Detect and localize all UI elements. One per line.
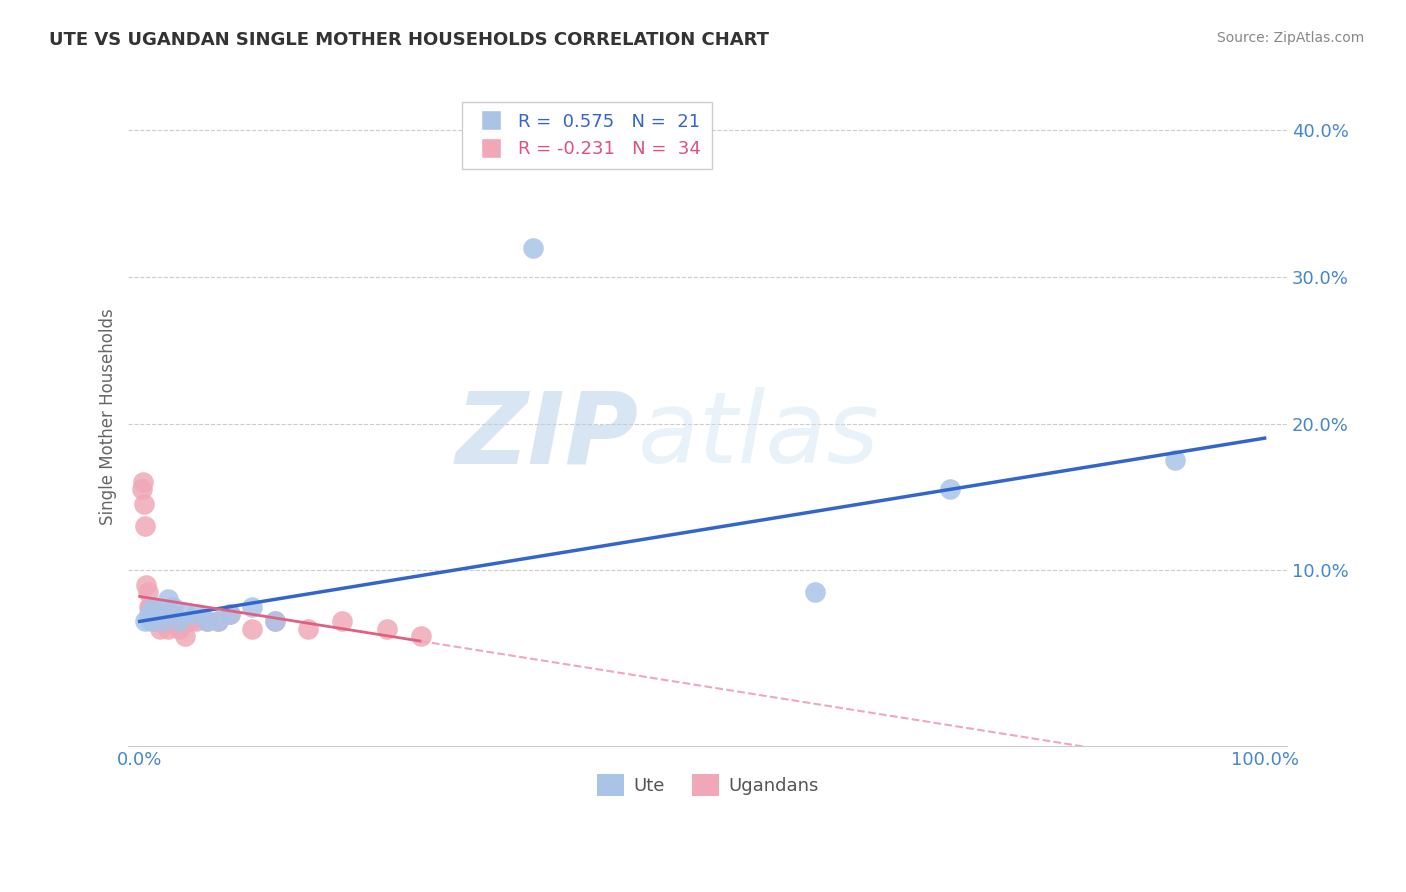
- Point: [146, 615, 169, 629]
- Point: [134, 615, 156, 629]
- Point: [263, 615, 285, 629]
- Point: [207, 615, 229, 629]
- Point: [184, 607, 207, 621]
- Point: [160, 607, 183, 621]
- Point: [145, 615, 167, 629]
- Point: [134, 497, 156, 511]
- Point: [139, 607, 162, 621]
- Point: [136, 585, 159, 599]
- Point: [938, 483, 960, 497]
- Point: [263, 615, 285, 629]
- Point: [149, 607, 172, 621]
- Point: [162, 599, 184, 614]
- Point: [138, 607, 160, 621]
- Text: atlas: atlas: [638, 387, 880, 484]
- Point: [179, 615, 201, 629]
- Point: [330, 615, 353, 629]
- Point: [803, 585, 825, 599]
- Point: [156, 622, 179, 636]
- Point: [173, 607, 195, 621]
- Point: [134, 519, 156, 533]
- Point: [150, 615, 173, 629]
- Point: [195, 615, 218, 629]
- Y-axis label: Single Mother Households: Single Mother Households: [100, 308, 117, 524]
- Point: [173, 629, 195, 643]
- Point: [409, 629, 432, 643]
- Text: UTE VS UGANDAN SINGLE MOTHER HOUSEHOLDS CORRELATION CHART: UTE VS UGANDAN SINGLE MOTHER HOUSEHOLDS …: [49, 31, 769, 49]
- Point: [145, 607, 167, 621]
- Point: [297, 622, 319, 636]
- Point: [207, 615, 229, 629]
- Point: [131, 483, 153, 497]
- Point: [218, 607, 240, 621]
- Point: [156, 592, 179, 607]
- Point: [184, 615, 207, 629]
- Point: [139, 599, 162, 614]
- Point: [240, 622, 263, 636]
- Point: [138, 599, 160, 614]
- Point: [149, 622, 172, 636]
- Point: [522, 241, 544, 255]
- Point: [135, 578, 157, 592]
- Point: [1163, 453, 1185, 467]
- Point: [167, 622, 190, 636]
- Point: [162, 615, 184, 629]
- Legend: Ute, Ugandans: Ute, Ugandans: [591, 766, 825, 803]
- Text: ZIP: ZIP: [456, 387, 638, 484]
- Point: [167, 615, 190, 629]
- Point: [142, 599, 165, 614]
- Point: [142, 615, 165, 629]
- Point: [139, 615, 162, 629]
- Point: [240, 599, 263, 614]
- Point: [132, 475, 155, 490]
- Point: [150, 615, 173, 629]
- Point: [375, 622, 398, 636]
- Text: Source: ZipAtlas.com: Source: ZipAtlas.com: [1216, 31, 1364, 45]
- Point: [195, 615, 218, 629]
- Point: [165, 615, 187, 629]
- Point: [143, 615, 166, 629]
- Point: [218, 607, 240, 621]
- Point: [153, 615, 176, 629]
- Point: [141, 607, 163, 621]
